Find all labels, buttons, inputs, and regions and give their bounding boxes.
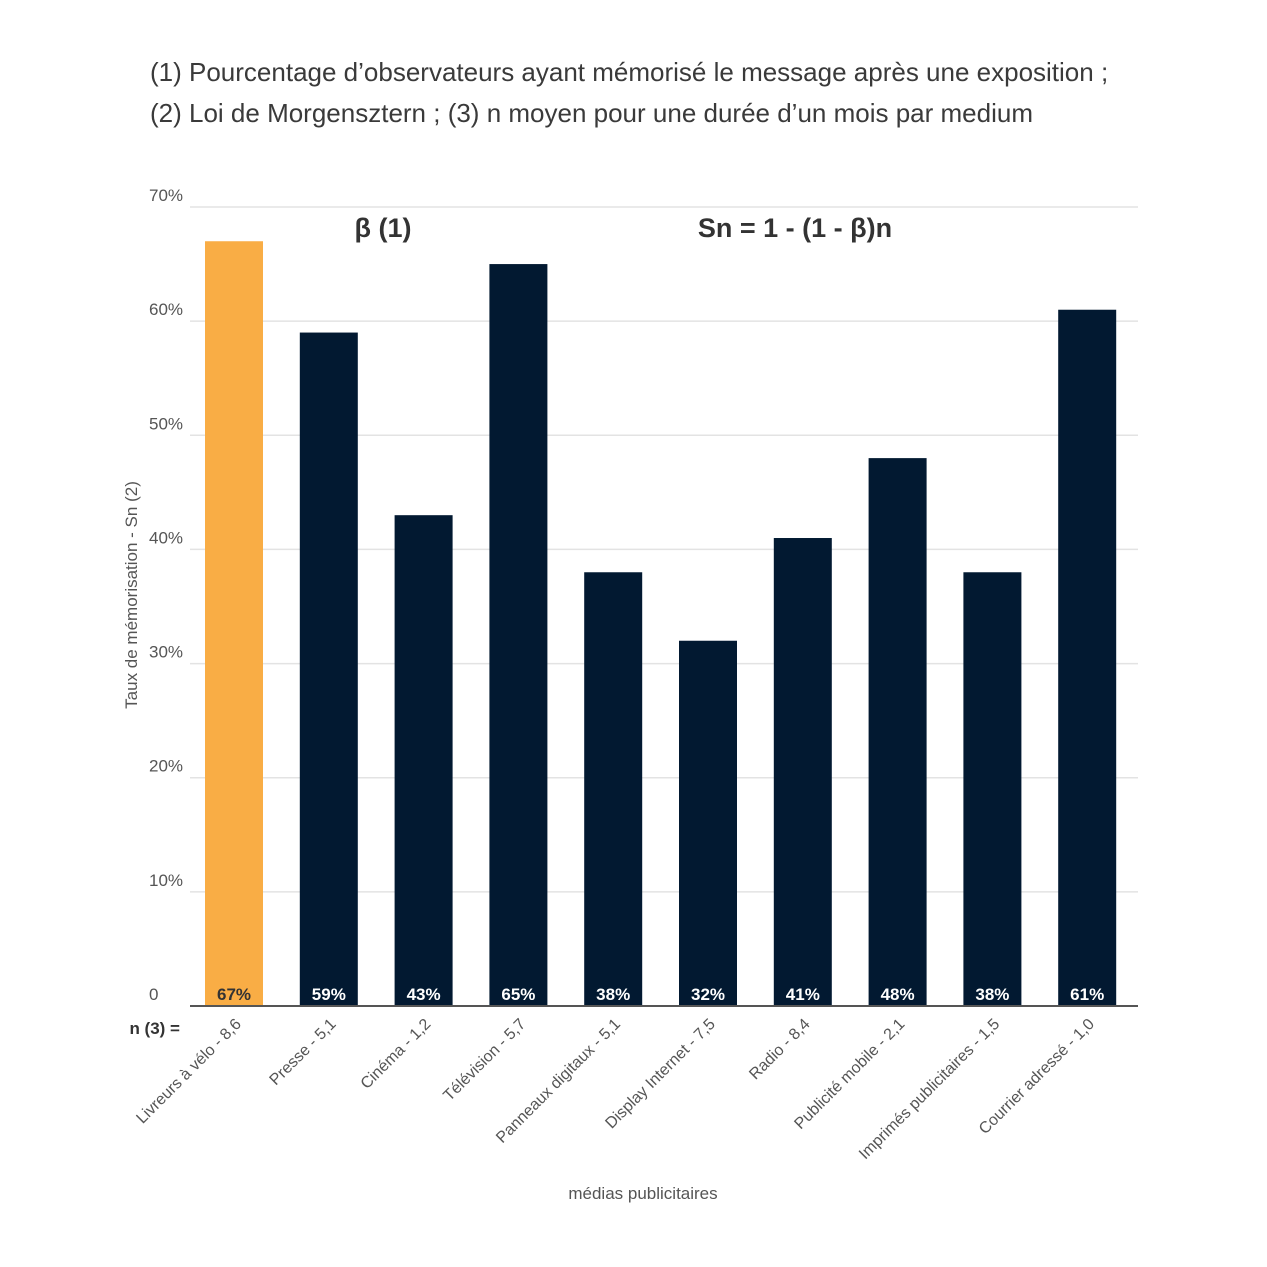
- bars: 67% 59% 43% 65% 38% 32% 41% 48% 38% 61%: [205, 241, 1117, 1007]
- bar: [963, 572, 1022, 1006]
- category-label: Presse - 5,1: [267, 1016, 340, 1089]
- bar: [205, 241, 263, 1006]
- formula-annotation: Sn = 1 - (1 - β)n: [698, 213, 892, 243]
- y-tick-label: 20%: [149, 757, 183, 776]
- bar-value-label: 65%: [501, 985, 535, 1004]
- category-label: Radio - 8,4: [746, 1016, 813, 1083]
- bar: [489, 264, 548, 1007]
- category-label: Télévision - 5,7: [440, 1016, 529, 1105]
- bar-value-label: 38%: [975, 985, 1009, 1004]
- bar-value-label: 32%: [691, 985, 725, 1004]
- bar-value-label: 61%: [1070, 985, 1104, 1004]
- bar-value-label: 67%: [217, 985, 251, 1004]
- x-axis-title: médias publicitaires: [568, 1184, 717, 1203]
- beta-annotation: β (1): [355, 213, 412, 243]
- y-tick-label: 10%: [149, 871, 183, 890]
- bar-value-label: 38%: [596, 985, 630, 1004]
- bar-value-label: 59%: [312, 985, 346, 1004]
- n-label: n (3) =: [129, 1019, 180, 1038]
- chart-caption: (1) Pourcentage d’observateurs ayant mém…: [150, 52, 1200, 134]
- y-tick-label: 40%: [149, 528, 183, 547]
- category-label: Cinéma - 1,2: [358, 1016, 435, 1093]
- bar-value-label: 48%: [881, 985, 915, 1004]
- bar-value-label: 43%: [407, 985, 441, 1004]
- y-axis-title: Taux de mémorisation - Sn (2): [122, 481, 141, 709]
- y-tick-label: 70%: [149, 186, 183, 205]
- bar: [394, 515, 453, 1006]
- bar: [299, 332, 358, 1006]
- y-tick-label: 60%: [149, 300, 183, 319]
- x-axis-categories: Livreurs à vélo - 8,6 Presse - 5,1 Cinéma …: [133, 1016, 1098, 1163]
- y-axis-ticks: 0 10% 20% 30% 40% 50% 60% 70%: [149, 186, 183, 1004]
- bar: [773, 538, 832, 1006]
- caption-line-2: (2) Loi de Morgensztern ; (3) n moyen po…: [150, 98, 1033, 128]
- bar: [1058, 309, 1117, 1006]
- caption-line-1: (1) Pourcentage d’observateurs ayant mém…: [150, 57, 1109, 87]
- bar-value-label: 41%: [786, 985, 820, 1004]
- bar: [868, 458, 927, 1007]
- y-tick-label: 30%: [149, 643, 183, 662]
- bar: [679, 640, 737, 1006]
- category-label: Display Internet - 7,5: [602, 1016, 718, 1132]
- y-tick-label: 0: [149, 985, 158, 1004]
- bar: [584, 572, 643, 1006]
- y-tick-label: 50%: [149, 414, 183, 433]
